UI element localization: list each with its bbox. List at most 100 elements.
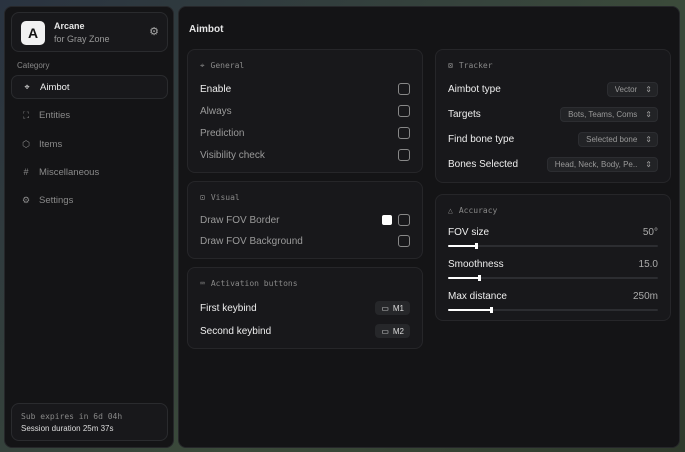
chart-icon: ⊠: [448, 61, 453, 70]
crosshair-icon: ⌖: [24, 81, 30, 92]
dropdown[interactable]: Head, Neck, Body, Pe.. ⇕: [546, 156, 658, 172]
app-subtitle: for Gray Zone: [54, 34, 110, 44]
crosshair-icon: ⌖: [200, 61, 205, 70]
accuracy-card: △ Accuracy FOV size 50° Smoothness 15.0 Max…: [435, 194, 671, 321]
slider-handle[interactable]: [490, 307, 494, 313]
warning-triangle-icon: △: [448, 206, 453, 215]
color-picker[interactable]: [382, 215, 392, 225]
slider-value: 50°: [642, 227, 658, 238]
select-find-bone-type: Find bone type Selected bone ⇕: [448, 131, 658, 147]
slider-track[interactable]: [448, 243, 658, 249]
keybind-first: First keybind ▭ M1: [200, 301, 410, 315]
mouse-icon: ▭: [381, 303, 389, 313]
row-label: First keybind: [200, 302, 257, 314]
checkbox[interactable]: [398, 127, 410, 139]
dropdown[interactable]: Bots, Teams, Coms ⇕: [560, 106, 658, 122]
slider-fill: [448, 245, 478, 247]
checkbox[interactable]: [398, 105, 410, 117]
card-title: Accuracy: [458, 206, 498, 215]
checkbox[interactable]: [398, 235, 410, 247]
row-label: Visibility check: [200, 149, 265, 161]
select-aimbot-type: Aimbot type Vector ⇕: [448, 81, 658, 97]
slider-value: 15.0: [638, 259, 658, 270]
row-label: Bones Selected: [448, 158, 519, 170]
toggle-always[interactable]: Always: [200, 104, 410, 118]
sidebar-item-label: Aimbot: [40, 81, 70, 93]
slider-fov-size[interactable]: FOV size 50°: [448, 227, 658, 257]
box-icon: ⬡: [22, 138, 30, 149]
subscription-footer: Sub expires in 6d 04h Session duration 2…: [11, 403, 168, 441]
sidebar-item-settings[interactable]: ⚙ Settings: [11, 188, 168, 212]
dropdown-value: Vector: [614, 84, 638, 94]
sub-expiry: Sub expires in 6d 04h: [21, 412, 123, 421]
row-label: Always: [200, 105, 232, 117]
app-logo: A: [21, 21, 45, 45]
slider-track[interactable]: [448, 307, 658, 313]
slider-value: 250m: [632, 291, 658, 302]
sidebar-item-aimbot[interactable]: ⌖ Aimbot: [11, 75, 168, 99]
dropdown-value: Bots, Teams, Coms: [568, 109, 638, 119]
card-title: Tracker: [458, 61, 493, 70]
visual-card: ⊡ Visual Draw FOV Border Draw FOV Backgro…: [187, 181, 423, 259]
toggle-prediction[interactable]: Prediction: [200, 126, 410, 140]
toggle-visibility-check[interactable]: Visibility check: [200, 148, 410, 162]
card-title: General: [210, 61, 245, 70]
row-label: Draw FOV Border: [200, 214, 280, 226]
checkbox[interactable]: [398, 83, 410, 95]
category-label: Category: [17, 61, 50, 70]
select-bones-selected: Bones Selected Head, Neck, Body, Pe.. ⇕: [448, 156, 658, 172]
dropdown[interactable]: Vector ⇕: [606, 81, 658, 97]
slider-smoothness[interactable]: Smoothness 15.0: [448, 259, 658, 289]
checkbox[interactable]: [398, 149, 410, 161]
sidebar-item-label: Settings: [39, 194, 74, 206]
slider-label: Max distance: [448, 291, 507, 302]
key-label: M1: [392, 303, 404, 313]
row-label: Enable: [200, 83, 232, 95]
row-label: Second keybind: [200, 325, 272, 337]
session-duration: Session duration 25m 37s: [21, 424, 114, 433]
chevron-updown-icon: ⇕: [645, 159, 652, 169]
checkbox[interactable]: [398, 214, 410, 226]
row-label: Targets: [448, 108, 481, 120]
card-title: Visual: [210, 193, 240, 202]
row-label: Find bone type: [448, 133, 515, 145]
app-name: Arcane: [54, 21, 85, 31]
dropdown-value: Head, Neck, Body, Pe..: [554, 159, 638, 169]
sidebar-item-miscellaneous[interactable]: # Miscellaneous: [11, 160, 168, 184]
eye-box-icon: ⊡: [200, 193, 205, 202]
slider-handle[interactable]: [475, 243, 479, 249]
slider-label: FOV size: [448, 227, 490, 238]
mouse-icon: ▭: [381, 326, 389, 336]
chevron-updown-icon: ⇕: [645, 84, 652, 94]
chevron-updown-icon: ⇕: [645, 134, 652, 144]
activation-card: ⌨ Activation buttons First keybind ▭ M1 Sec…: [187, 267, 423, 349]
gear-icon[interactable]: ⚙: [149, 26, 159, 38]
toggle-draw-fov-background[interactable]: Draw FOV Background: [200, 234, 410, 248]
chevron-updown-icon: ⇕: [645, 109, 652, 119]
sidebar-item-items[interactable]: ⬡ Items: [11, 132, 168, 156]
slider-handle[interactable]: [477, 275, 481, 281]
slider-fill: [448, 309, 493, 311]
page-title: Aimbot: [189, 24, 224, 35]
row-label: Aimbot type: [448, 83, 501, 95]
gear-icon: ⚙: [21, 194, 31, 205]
key-label: M2: [392, 326, 404, 336]
toggle-enable[interactable]: Enable: [200, 82, 410, 96]
hash-icon: #: [23, 167, 29, 177]
tracker-card: ⊠ Tracker Aimbot type Vector ⇕ Targets Bots,…: [435, 49, 671, 183]
entities-icon: ⛶: [22, 109, 30, 120]
sidebar-item-label: Entities: [39, 109, 71, 121]
slider-track[interactable]: [448, 275, 658, 281]
toggle-draw-fov-border[interactable]: Draw FOV Border: [200, 213, 410, 227]
main-panel: Aimbot ⌖ General Enable Always Prediction…: [178, 6, 680, 448]
sidebar-item-label: Items: [39, 138, 63, 150]
dropdown[interactable]: Selected bone ⇕: [578, 131, 658, 147]
sidebar-item-entities[interactable]: ⛶ Entities: [11, 103, 168, 127]
keyboard-icon: ⌨: [200, 279, 205, 288]
slider-fill: [448, 277, 480, 279]
sidebar: A Arcane for Gray Zone ⚙ Category ⌖ Aimbo…: [4, 6, 174, 448]
keybind-button[interactable]: ▭ M2: [375, 324, 410, 338]
slider-max-distance[interactable]: Max distance 250m: [448, 291, 658, 321]
keybind-button[interactable]: ▭ M1: [375, 301, 410, 315]
general-card: ⌖ General Enable Always Prediction Visibi…: [187, 49, 423, 173]
